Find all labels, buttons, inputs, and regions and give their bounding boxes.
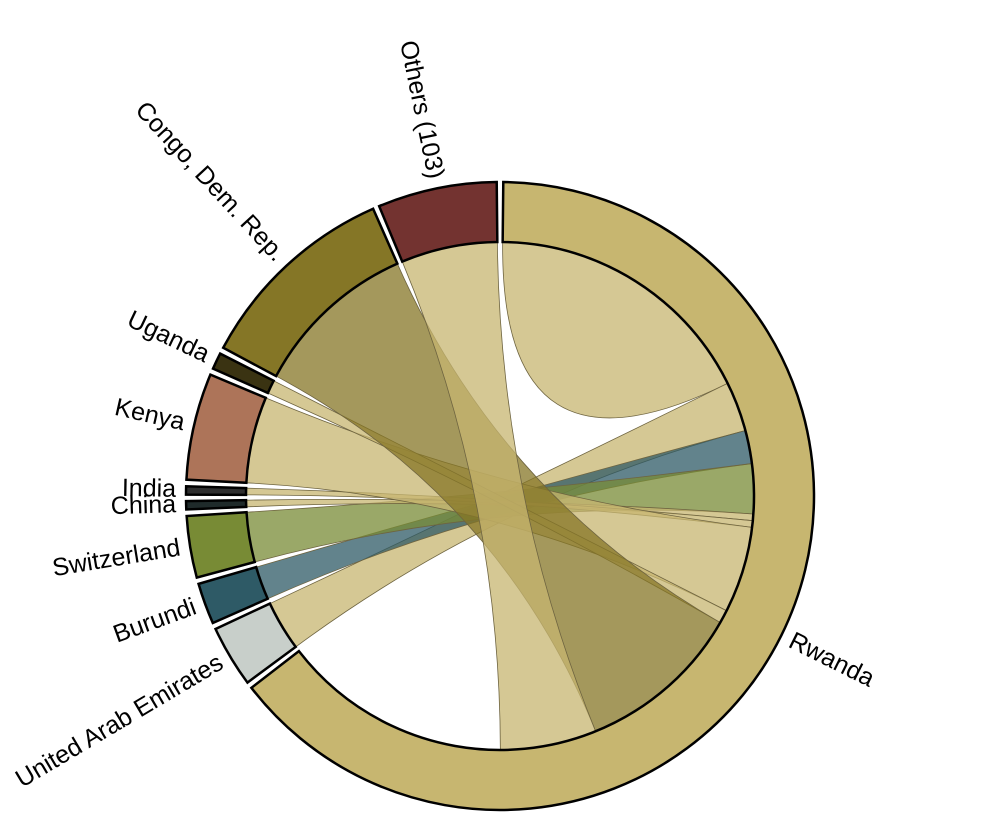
group-label-others-103: Others (103) [394,38,450,181]
group-label-congo-dem-rep: Congo, Dem. Rep. [130,96,291,267]
group-arc-congo-dem-rep [221,207,400,378]
group-arc-uganda [211,351,276,395]
group-arc-united-arab-emirates [213,601,298,685]
group-label-india: India [122,474,177,503]
group-label-kenya: Kenya [112,393,187,436]
group-label-united-arab-emirates: United Arab Emirates [11,648,228,793]
group-label-uganda: Uganda [123,305,214,368]
group-arc-rwanda [249,180,816,812]
group-label-rwanda: Rwanda [784,627,879,693]
group-arc-china [184,498,248,511]
group-label-china: China [110,490,176,520]
group-arc-burundi [197,565,270,625]
group-arc-switzerland [185,510,257,580]
group-arc-india [184,484,248,497]
group-label-burundi: Burundi [109,593,200,649]
group-label-switzerland: Switzerland [50,534,182,583]
group-arc-layer [184,180,816,812]
ribbon-layer [245,241,755,751]
group-arc-kenya [185,373,268,485]
group-arc-others-103 [377,180,499,264]
